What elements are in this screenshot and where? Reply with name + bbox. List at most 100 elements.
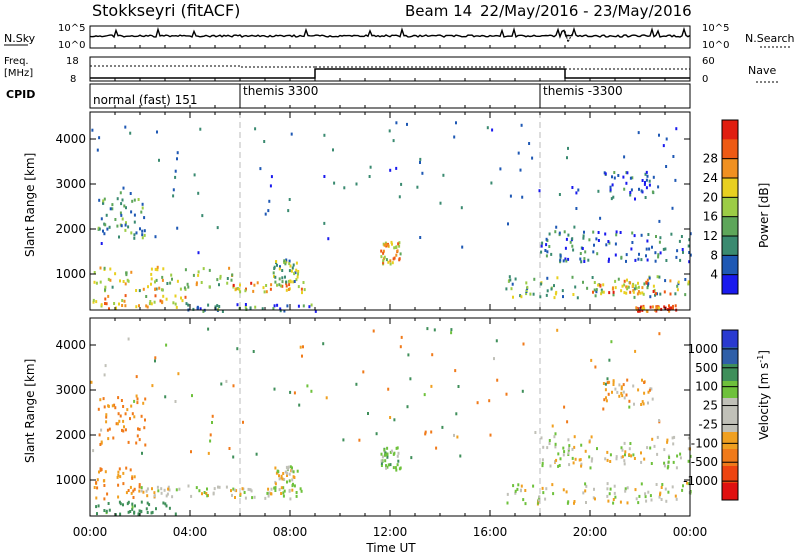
power-cell: [548, 245, 551, 248]
velocity-speckle: [299, 345, 302, 349]
power-speckle: [269, 184, 272, 188]
velocity-cell: [659, 491, 662, 495]
power-cell: [150, 302, 153, 306]
power-cell: [672, 304, 674, 308]
power-cell: [640, 305, 643, 309]
velocity-cell: [285, 465, 288, 469]
power-cell: [687, 282, 690, 286]
nsky-tick-bottom: 10^0: [58, 40, 85, 51]
power-cell: [611, 183, 614, 187]
power-cell: [288, 279, 290, 283]
power-cell: [254, 305, 257, 309]
power-cell: [208, 285, 211, 289]
power-cell: [262, 286, 265, 290]
velocity-cell: [606, 487, 609, 491]
velocity-cell: [131, 505, 134, 509]
power-cell: [610, 197, 613, 201]
power-speckle: [118, 235, 120, 239]
power-cell: [646, 278, 649, 282]
velocity-speckle: [604, 382, 607, 386]
power-speckle: [528, 142, 531, 145]
velocity-cell: [384, 453, 387, 457]
power-colorbar-tick-label: 8: [710, 248, 718, 262]
velocity-cell: [568, 444, 571, 448]
power-cell: [583, 260, 586, 263]
velocity-cell: [557, 464, 560, 468]
velocity-cell: [106, 492, 109, 496]
velocity-cell: [291, 466, 293, 470]
velocity-cell: [640, 460, 643, 464]
power-colorbar: 4 8 12 16 20 24 28: [703, 119, 739, 295]
velocity-cell: [105, 509, 108, 513]
velocity-cell: [122, 482, 125, 486]
power-speckle: [290, 132, 293, 136]
power-cell: [684, 293, 687, 297]
power-cell: [652, 175, 655, 179]
power-cell: [125, 206, 127, 210]
velocity-speckle: [151, 384, 154, 388]
velocity-cell: [665, 499, 668, 503]
velocity-speckle: [610, 340, 613, 344]
power-cell: [677, 280, 680, 284]
velocity-cell: [98, 470, 100, 474]
power-speckle: [674, 178, 677, 182]
power-cell: [111, 203, 114, 207]
power-cell: [548, 232, 551, 236]
velocity-cell: [621, 455, 624, 459]
velocity-speckle: [455, 412, 458, 416]
power-cell: [665, 259, 668, 262]
power-cell: [638, 252, 640, 256]
power-cell: [287, 288, 290, 291]
velocity-cell: [99, 443, 102, 446]
power-cell: [239, 283, 241, 287]
velocity-cell: [129, 510, 132, 513]
power-cell: [623, 291, 626, 295]
power-cell: [129, 192, 132, 195]
velocity-cell: [115, 422, 118, 426]
power-cell: [269, 287, 272, 291]
velocity-cell: [125, 491, 128, 495]
velocity-cell: [584, 449, 587, 453]
power-speckle: [130, 210, 133, 214]
velocity-speckle: [496, 378, 499, 382]
velocity-cell: [230, 489, 232, 493]
time-axis-label: Time UT: [365, 541, 416, 554]
power-speckle: [264, 212, 267, 216]
velocity-speckle: [505, 392, 508, 396]
velocity-cell: [396, 446, 399, 450]
power-cell: [169, 281, 172, 285]
velocity-cell: [524, 489, 527, 492]
velocity-cell: [541, 458, 544, 462]
power-cell: [674, 292, 677, 296]
velocity-cell: [148, 503, 151, 507]
velocity-speckle: [459, 454, 462, 458]
velocity-speckle: [372, 329, 375, 333]
power-cell: [556, 276, 559, 280]
cpid-label: CPID: [6, 88, 35, 101]
power-cell: [687, 244, 690, 248]
velocity-cell: [155, 507, 157, 511]
velocity-cell: [288, 479, 291, 483]
power-cell: [104, 223, 107, 227]
power-cell: [601, 290, 604, 294]
velocity-speckle: [430, 384, 433, 388]
velocity-cell: [616, 390, 619, 394]
power-cell: [663, 290, 666, 294]
power-cell: [634, 284, 637, 288]
velocity-cell: [604, 457, 607, 461]
velocity-cell: [119, 502, 122, 506]
power-cell: [649, 305, 652, 309]
velocity-cell: [542, 445, 545, 449]
power-colorbar-tick-label: 12: [703, 229, 718, 243]
velocity-cell: [394, 466, 397, 470]
velocity-cell: [98, 433, 101, 437]
velocity-cell: [146, 494, 149, 498]
velocity-speckle: [322, 342, 325, 346]
power-cell: [629, 193, 632, 197]
beam-label: Beam 14: [405, 2, 472, 20]
power-cell: [632, 282, 635, 286]
velocity-cell: [136, 434, 139, 438]
velocity-cell: [541, 486, 544, 490]
velocity-cell: [278, 477, 281, 481]
power-cell: [123, 299, 126, 303]
